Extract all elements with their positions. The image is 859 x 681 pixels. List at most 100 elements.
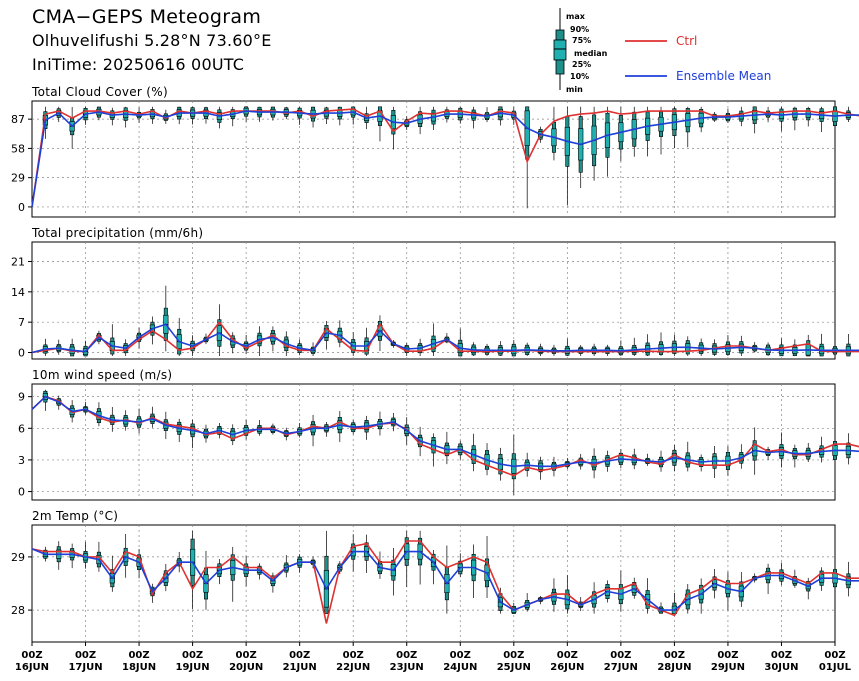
box-plot [658,332,664,357]
y-tick-label: 0 [18,201,25,214]
x-tick-hour: 00Z [343,650,364,661]
x-tick-date: 26JUN [550,662,584,673]
box-plot [323,422,330,437]
panel-title: Total Cloud Cover (%) [31,85,168,99]
box-plot [69,543,75,569]
panel-title: Total precipitation (mm/6h) [31,226,203,240]
x-tick-hour: 00Z [182,650,203,661]
box-plot [698,338,704,357]
box-plot [256,106,263,122]
box-plot [497,106,504,126]
box-plot [310,106,316,128]
x-tick-hour: 00Z [664,650,685,661]
y-tick-label: 6 [18,422,25,435]
box-plot [42,389,48,411]
box-plot [230,106,236,127]
x-tick-hour: 00Z [236,650,257,661]
box-plot [390,547,396,596]
legend-p10-label: 10% [570,72,589,81]
station-label: Olhuvelifushi 5.28°N 73.60°E [32,31,272,50]
box-plot [578,106,584,189]
x-tick-hour: 00Z [717,650,738,661]
box-plot [819,106,825,133]
box-plot [819,333,825,357]
box-plot [471,433,477,472]
legend-p75-label: 75% [572,36,591,45]
box-plot [190,106,196,125]
x-tick-hour: 00Z [557,650,578,661]
panel-frame [31,241,836,360]
panel-3: 2m Temp (°C) 28 29 [11,509,859,643]
ensemble-mean-line [31,110,859,208]
box-plot [430,323,437,357]
y-tick-label: 9 [18,391,25,404]
x-tick-date: 20JUN [229,662,263,673]
ctrl-line [31,108,859,208]
ensemble-mean-line [31,323,859,354]
panel-1: Total precipitation (mm/6h) 0 7 14 21 [11,226,859,360]
x-tick-date: 25JUN [497,662,531,673]
panel-title: 10m wind speed (m/s) [32,368,172,382]
box-plot [631,337,637,357]
panels: Total Cloud Cover (%) 0 29 58 87 Total precip… [11,85,859,643]
ctrl-line [31,320,859,354]
box-plot [323,106,330,124]
box-plot [243,555,249,587]
box-plot [845,433,851,465]
box-plot [618,570,624,612]
y-tick-label: 21 [11,256,25,269]
box-plot [404,530,410,588]
box-plot [417,530,423,585]
box-plot [230,546,236,602]
box-plot [430,106,437,130]
box-plot [551,106,557,161]
box-plot [671,334,677,357]
x-tick-hour: 00Z [128,650,149,661]
legend-boxplot-icon [553,8,567,90]
x-tick-date: 28JUN [657,662,691,673]
box-plot [604,106,611,177]
box-plot [337,411,343,442]
ensemble-mean-line [31,548,859,611]
x-axis: 00Z16JUN00Z17JUN00Z18JUN00Z19JUN00Z20JUN… [15,642,852,673]
box-plot [190,419,196,449]
box-plot [323,530,330,614]
box-plot [149,106,156,124]
y-tick-label: 87 [11,113,25,126]
box-plot [765,563,771,595]
x-tick-date: 18JUN [122,662,156,673]
y-tick-label: 29 [11,551,25,564]
panel-title: 2m Temp (°C) [32,509,118,523]
box-plot [725,571,731,611]
box-plot [671,106,677,149]
box-plot [711,445,718,478]
x-tick-hour: 00Z [610,650,631,661]
box-plot [216,304,222,357]
box-plot [337,320,343,348]
x-tick-date: 29JUN [711,662,745,673]
legend-median-label: median [574,49,608,58]
box-plot [685,441,691,472]
y-tick-label: 29 [11,172,25,185]
y-tick-label: 58 [11,142,25,155]
box-plot [190,530,196,610]
box-plot [805,106,811,127]
panel-2: 10m wind speed (m/s) 0 3 6 9 [18,368,859,501]
box-plot [109,324,115,357]
x-tick-date: 17JUN [68,662,102,673]
x-tick-date: 21JUN [283,662,317,673]
y-tick-label: 14 [11,286,25,299]
x-tick-date: 22JUN [336,662,370,673]
box-plot [484,107,490,123]
x-tick-hour: 00Z [21,650,42,661]
box-plot [203,106,209,124]
box-plot [82,541,89,569]
legend-mean-label: Ensemble Mean [676,69,771,83]
box-plot [270,572,276,593]
ctrl-line [31,395,859,477]
box-plot [591,106,597,181]
box-plot [96,106,102,121]
panel-frame [31,100,836,218]
x-tick-hour: 00Z [289,650,310,661]
